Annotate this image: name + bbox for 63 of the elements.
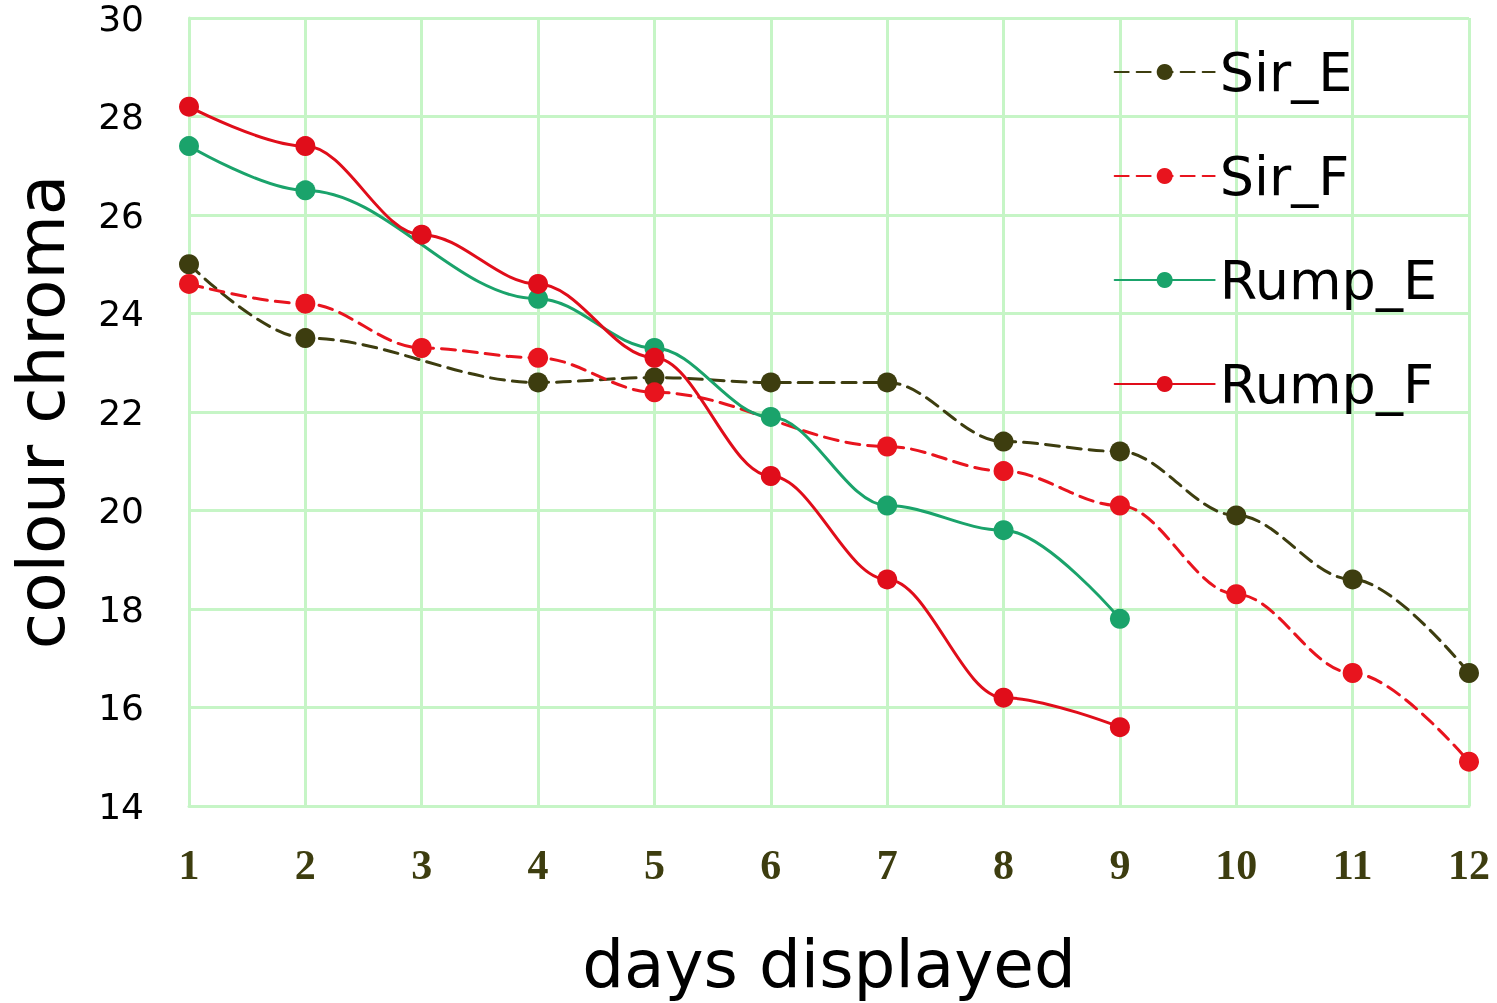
point <box>528 273 549 294</box>
y-tick-label: 20 <box>98 490 144 531</box>
point <box>411 337 432 358</box>
x-tick-label: 9 <box>1109 842 1131 888</box>
point <box>877 372 898 393</box>
point <box>1459 751 1479 772</box>
y-tick-label: 18 <box>98 588 144 630</box>
point <box>528 347 549 368</box>
y-tick-label: 30 <box>98 0 144 39</box>
x-tick-label: 6 <box>760 842 782 888</box>
x-tick-label: 8 <box>993 842 1015 888</box>
point <box>179 96 199 117</box>
x-tick-label: 1 <box>178 842 200 888</box>
point <box>1109 717 1130 738</box>
x-axis-title: days displayed <box>582 925 1076 1003</box>
point <box>295 136 316 157</box>
x-tick-label: 10 <box>1215 842 1258 888</box>
x-tick-label: 11 <box>1332 842 1373 888</box>
point <box>179 273 199 294</box>
legend-label: Rump_E <box>1219 248 1438 312</box>
legend-label: Sir_F <box>1219 144 1350 208</box>
point <box>295 293 316 314</box>
y-tick-label: 24 <box>98 293 144 334</box>
y-tick-label: 14 <box>98 785 144 827</box>
point <box>993 520 1014 541</box>
point <box>993 687 1014 708</box>
point <box>1459 663 1479 684</box>
x-tick-label: 12 <box>1448 842 1490 888</box>
point <box>295 180 316 201</box>
y-tick-label: 28 <box>98 96 144 137</box>
point <box>1226 505 1247 526</box>
y-tick-label: 26 <box>98 194 144 236</box>
y-tick-label: 22 <box>98 391 144 433</box>
legend-label: Rump_F <box>1219 352 1434 416</box>
point <box>644 382 665 403</box>
point <box>644 347 665 368</box>
point <box>993 431 1014 452</box>
x-tick-label: 4 <box>527 842 549 888</box>
point <box>760 466 781 487</box>
point <box>1109 495 1130 516</box>
x-tick-label: 7 <box>876 842 898 888</box>
point <box>179 136 199 157</box>
point <box>877 436 898 457</box>
point <box>760 406 781 427</box>
point <box>1226 584 1247 605</box>
point <box>1342 663 1363 684</box>
point <box>295 328 316 349</box>
x-tick-label: 3 <box>411 842 433 888</box>
point <box>1109 441 1130 462</box>
point <box>993 461 1014 482</box>
point <box>528 372 549 393</box>
point <box>1342 569 1363 590</box>
y-axis-title: colour chroma <box>2 174 80 650</box>
legend-label: Sir_E <box>1219 40 1353 104</box>
point <box>877 569 898 590</box>
x-tick-label: 2 <box>294 842 316 888</box>
point <box>877 495 898 516</box>
point <box>411 224 432 245</box>
y-tick-label: 16 <box>98 687 144 728</box>
point <box>1109 608 1130 629</box>
point <box>179 254 199 275</box>
point <box>760 372 781 393</box>
x-tick-label: 5 <box>643 842 665 888</box>
